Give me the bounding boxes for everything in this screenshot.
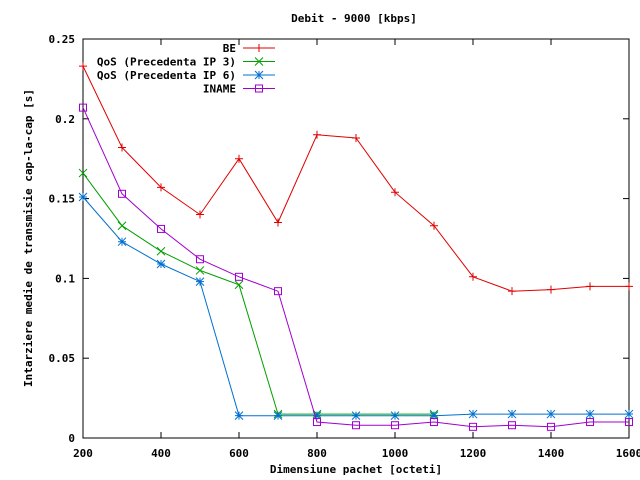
y-tick-label: 0.15 [49,193,76,206]
data-point [235,154,243,163]
series-layer [78,62,634,431]
series-1 [78,168,439,419]
y-tick-label: 0.05 [49,352,76,365]
data-point [196,255,204,264]
y-tick-label: 0.25 [49,33,76,46]
data-point [390,411,400,421]
data-point [255,44,263,52]
data-point [547,285,555,294]
data-point [547,422,555,431]
series-2 [78,192,634,421]
data-point [625,282,633,291]
data-point [196,210,204,219]
data-point [274,287,282,296]
data-point [312,411,322,421]
data-point [156,259,166,269]
y-tick-label: 0 [68,432,75,445]
x-tick-label: 1200 [460,447,487,460]
data-point [546,409,556,419]
data-point [351,411,361,421]
data-point [78,168,88,178]
x-tick-label: 1000 [382,447,409,460]
y-tick-label: 0.1 [55,272,75,285]
data-point [254,70,264,80]
data-point [625,418,633,427]
x-tick-label: 400 [151,447,171,460]
data-point [430,418,438,427]
data-point [117,221,127,231]
x-tick-label: 200 [73,447,93,460]
series-line [82,172,434,415]
y-tick-label: 0.2 [55,113,75,126]
legend-label: QoS (Precedenta IP 3) [97,56,236,69]
data-point [352,133,360,142]
data-point [391,188,399,197]
chart-title: Debit - 9000 [kbps] [291,12,417,25]
data-point [469,422,477,431]
data-point [235,272,243,281]
data-point [313,130,321,139]
data-point [429,411,439,421]
series-line [82,107,629,428]
data-point [78,192,88,202]
data-point [274,218,282,227]
data-point [254,57,264,66]
series-3 [79,103,633,431]
x-tick-label: 600 [229,447,249,460]
data-point [156,246,166,256]
data-point [195,266,205,275]
legend-label: INAME [203,83,236,96]
data-point [469,272,477,281]
data-point [430,221,438,230]
x-axis-label: Dimensiune pachet [octeti] [270,463,442,476]
data-point [117,237,127,247]
data-point [273,411,283,421]
series-line [82,65,629,292]
data-point [586,418,594,427]
data-point [391,421,399,430]
data-point [508,287,516,296]
data-point [79,62,87,71]
data-point [157,183,165,192]
series-0 [79,62,633,296]
legend-label: BE [223,42,236,55]
data-point [234,280,244,290]
data-point [255,84,263,93]
legend-label: QoS (Precedenta IP 6) [97,69,236,82]
data-point [586,282,594,291]
data-point [508,421,516,430]
data-point [585,409,595,419]
data-point [313,418,321,427]
plot-frame [82,38,630,439]
axis-ticks: 200 400 600 800 1000 1200 1400 1600 0 0.05 0.1 0.15… [49,33,640,460]
x-tick-label: 1400 [538,447,565,460]
data-point [624,409,634,419]
data-point [79,103,87,112]
data-point [352,421,360,430]
y-axis-label: Intarziere medie de transmisie cap-la-ca… [22,89,35,387]
x-tick-label: 800 [307,447,327,460]
data-point [507,409,517,419]
data-point [157,224,165,233]
data-point [195,277,205,286]
data-point [234,411,244,421]
x-tick-label: 1600 [616,447,640,460]
data-point [118,143,126,152]
data-point [118,189,126,198]
data-point [468,409,478,419]
